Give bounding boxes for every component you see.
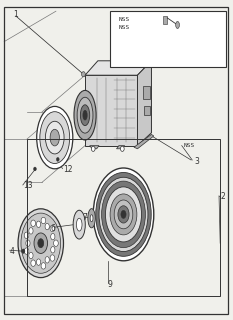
Ellipse shape [83, 110, 87, 120]
Polygon shape [90, 146, 99, 149]
Circle shape [120, 146, 124, 151]
Text: 2: 2 [220, 192, 225, 201]
Text: NSS: NSS [119, 17, 130, 22]
Ellipse shape [96, 172, 151, 256]
Circle shape [50, 255, 55, 261]
Circle shape [50, 225, 55, 232]
Polygon shape [134, 134, 154, 149]
FancyBboxPatch shape [110, 11, 226, 67]
Text: 9: 9 [107, 280, 112, 289]
Circle shape [34, 167, 36, 171]
Ellipse shape [51, 233, 55, 240]
Ellipse shape [88, 209, 95, 228]
Polygon shape [85, 75, 137, 146]
Ellipse shape [34, 233, 48, 253]
Circle shape [91, 146, 95, 151]
Circle shape [82, 72, 85, 77]
Text: NSS: NSS [184, 143, 195, 148]
Text: 1: 1 [13, 10, 17, 19]
Ellipse shape [110, 194, 137, 235]
Text: 13: 13 [23, 181, 33, 190]
Ellipse shape [45, 257, 49, 263]
FancyBboxPatch shape [143, 86, 150, 99]
Ellipse shape [29, 252, 33, 259]
Polygon shape [116, 146, 125, 149]
Ellipse shape [77, 97, 93, 133]
Ellipse shape [50, 129, 59, 146]
Ellipse shape [93, 168, 154, 261]
Ellipse shape [121, 211, 126, 219]
Circle shape [56, 157, 59, 161]
Text: 12: 12 [63, 165, 72, 174]
Ellipse shape [37, 107, 73, 169]
Ellipse shape [102, 181, 145, 248]
Ellipse shape [105, 187, 142, 242]
Circle shape [24, 232, 29, 238]
Ellipse shape [176, 21, 179, 28]
Ellipse shape [18, 209, 63, 278]
Ellipse shape [51, 247, 55, 253]
Ellipse shape [40, 112, 70, 164]
Ellipse shape [114, 200, 133, 229]
Text: 4: 4 [9, 247, 14, 256]
Ellipse shape [73, 210, 85, 239]
Ellipse shape [29, 228, 33, 234]
Circle shape [31, 220, 35, 227]
FancyBboxPatch shape [163, 16, 167, 24]
Ellipse shape [90, 215, 93, 222]
Ellipse shape [99, 177, 148, 252]
Ellipse shape [36, 259, 41, 265]
Ellipse shape [118, 206, 129, 223]
Circle shape [41, 217, 46, 224]
Circle shape [41, 263, 46, 269]
Circle shape [31, 260, 35, 266]
Ellipse shape [80, 105, 90, 126]
Text: 3: 3 [195, 157, 199, 166]
Text: 6: 6 [50, 224, 55, 233]
Ellipse shape [74, 91, 96, 140]
Circle shape [54, 240, 58, 246]
Ellipse shape [21, 213, 61, 273]
Polygon shape [137, 61, 151, 146]
Text: NSS: NSS [119, 25, 130, 30]
Ellipse shape [45, 223, 49, 230]
FancyBboxPatch shape [144, 106, 150, 115]
Ellipse shape [76, 218, 82, 231]
Polygon shape [85, 61, 151, 75]
Circle shape [22, 249, 25, 253]
Ellipse shape [26, 240, 30, 246]
Ellipse shape [36, 221, 41, 228]
Text: 7: 7 [83, 213, 88, 222]
Circle shape [24, 248, 29, 254]
Ellipse shape [38, 239, 44, 248]
Ellipse shape [45, 121, 64, 154]
